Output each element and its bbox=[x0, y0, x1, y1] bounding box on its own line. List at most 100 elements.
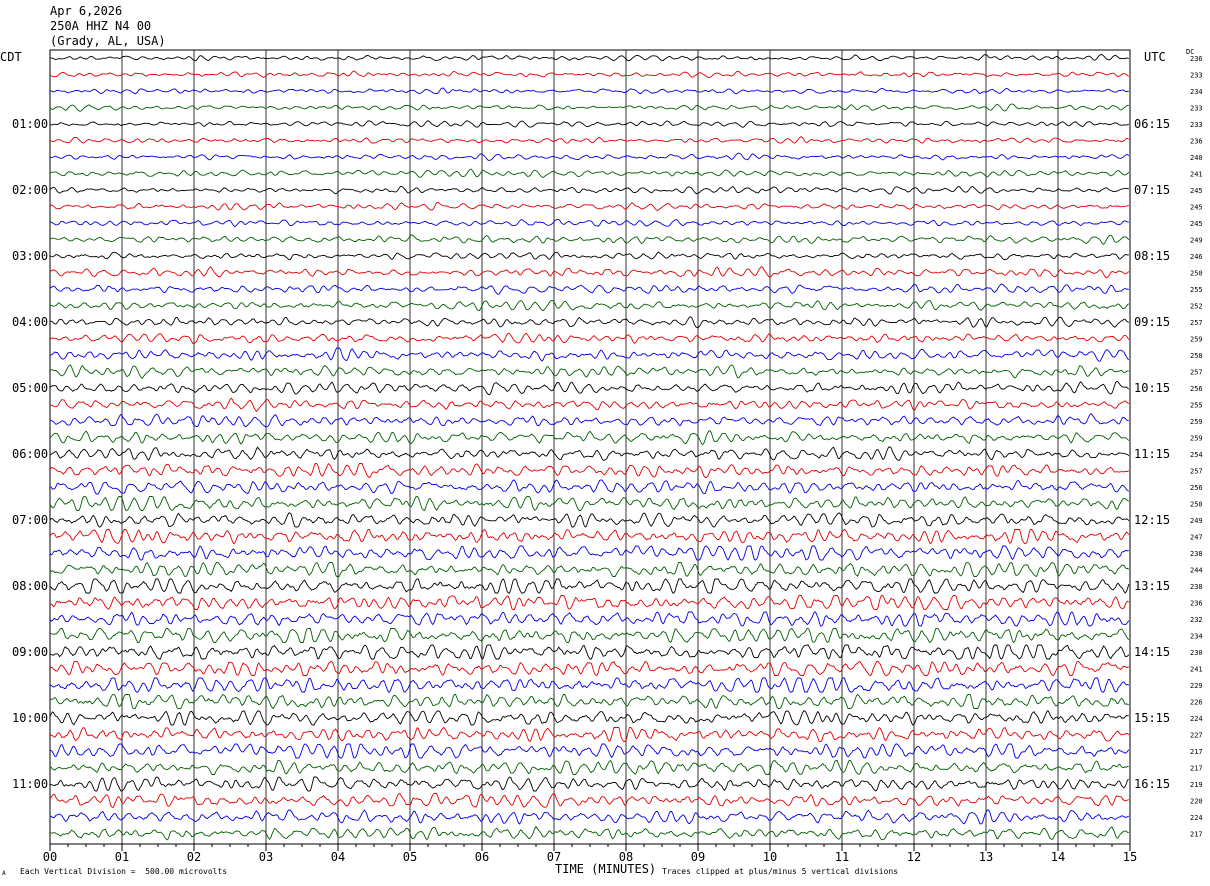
dc-offset-label: 247 bbox=[1190, 534, 1203, 542]
left-hour-label: 02:00 bbox=[12, 183, 48, 197]
right-hour-label: 12:15 bbox=[1134, 513, 1170, 527]
x-tick-label: 06 bbox=[475, 850, 489, 864]
trace-row bbox=[49, 347, 1130, 362]
dc-offset-label: 224 bbox=[1190, 814, 1203, 822]
dc-offset-label: 250 bbox=[1190, 270, 1203, 278]
trace-row bbox=[49, 693, 1129, 710]
plot-date: Apr 6,2026 bbox=[50, 4, 123, 18]
trace-row bbox=[49, 611, 1130, 627]
dc-offset-label: 259 bbox=[1190, 336, 1203, 344]
trace-row bbox=[50, 776, 1130, 792]
dc-offset-label: 219 bbox=[1190, 781, 1203, 789]
dc-offset-label: 236 bbox=[1190, 600, 1203, 608]
left-hour-label: 07:00 bbox=[12, 513, 48, 527]
clip-note: Traces clipped at plus/minus 5 vertical … bbox=[662, 867, 899, 876]
trace-row bbox=[49, 726, 1130, 743]
dc-offset-label: 257 bbox=[1190, 319, 1203, 327]
seismic-traces bbox=[49, 53, 1130, 841]
x-tick-label: 14 bbox=[1051, 850, 1065, 864]
x-tick-label: 04 bbox=[331, 850, 345, 864]
dc-offset-label: 220 bbox=[1190, 798, 1203, 806]
x-tick-label: 00 bbox=[43, 850, 57, 864]
right-hour-label: 10:15 bbox=[1134, 381, 1170, 395]
trace-row bbox=[49, 677, 1130, 693]
trace-row bbox=[49, 528, 1130, 545]
trace-row bbox=[49, 561, 1130, 578]
trace-row bbox=[49, 578, 1130, 594]
x-tick-label: 12 bbox=[907, 850, 921, 864]
dc-offset-label: 233 bbox=[1190, 105, 1203, 113]
scale-note: Each Vertical Division = 500.00 microvol… bbox=[20, 867, 228, 876]
trace-row bbox=[49, 70, 1130, 78]
right-hour-label: 16:15 bbox=[1134, 777, 1170, 791]
dc-offset-header: DC bbox=[1186, 48, 1195, 56]
x-tick-label: 08 bbox=[619, 850, 633, 864]
trace-row bbox=[49, 545, 1129, 561]
trace-row bbox=[49, 251, 1129, 261]
right-hour-label: 08:15 bbox=[1134, 249, 1170, 263]
left-hour-label: 06:00 bbox=[12, 447, 48, 461]
trace-row bbox=[49, 300, 1130, 312]
x-tick-label: 09 bbox=[691, 850, 705, 864]
dc-offset-label: 254 bbox=[1190, 451, 1203, 459]
left-hour-label: 11:00 bbox=[12, 777, 48, 791]
left-hour-label: 09:00 bbox=[12, 645, 48, 659]
dc-offset-label: 241 bbox=[1190, 666, 1203, 674]
x-tick-label: 02 bbox=[187, 850, 201, 864]
dc-offset-label: 259 bbox=[1190, 435, 1203, 443]
right-timezone-label: UTC bbox=[1144, 50, 1166, 64]
trace-row bbox=[49, 496, 1130, 512]
right-hour-label: 11:15 bbox=[1134, 447, 1170, 461]
x-tick-label: 13 bbox=[979, 850, 993, 864]
dc-offset-label: 229 bbox=[1190, 682, 1203, 690]
trace-row bbox=[49, 627, 1130, 644]
left-hour-label: 03:00 bbox=[12, 249, 48, 263]
dc-offset-label: 217 bbox=[1190, 831, 1203, 839]
trace-row bbox=[49, 512, 1130, 528]
dc-offset-label: 258 bbox=[1190, 352, 1203, 360]
trace-row bbox=[49, 234, 1130, 245]
trace-row bbox=[49, 185, 1130, 195]
dc-offset-label: 230 bbox=[1190, 649, 1203, 657]
trace-row bbox=[49, 397, 1130, 413]
trace-row bbox=[49, 759, 1129, 776]
dc-offset-label: 246 bbox=[1190, 253, 1203, 261]
trace-row bbox=[49, 479, 1130, 495]
trace-row bbox=[49, 660, 1130, 677]
trace-row bbox=[49, 168, 1130, 179]
trace-row bbox=[49, 644, 1130, 660]
trace-row bbox=[49, 463, 1130, 479]
left-timezone-label: CDT bbox=[0, 50, 22, 64]
dc-offset-label: 245 bbox=[1190, 187, 1203, 195]
dc-offset-label: 236 bbox=[1190, 138, 1203, 146]
dc-offset-label: 257 bbox=[1190, 369, 1203, 377]
x-tick-label: 01 bbox=[115, 850, 129, 864]
dc-offset-label: 252 bbox=[1190, 303, 1203, 311]
trace-row bbox=[49, 103, 1129, 112]
dc-offset-label: 249 bbox=[1190, 517, 1203, 525]
trace-row bbox=[49, 792, 1129, 809]
dc-offset-label: 241 bbox=[1190, 171, 1203, 179]
trace-row bbox=[49, 364, 1129, 379]
x-tick-label: 11 bbox=[835, 850, 849, 864]
trace-row bbox=[49, 136, 1130, 144]
dc-offset-label: 244 bbox=[1190, 567, 1203, 575]
trace-row bbox=[49, 53, 1129, 62]
left-hour-label: 08:00 bbox=[12, 579, 48, 593]
dc-offset-label: 245 bbox=[1190, 204, 1203, 212]
x-tick-label: 07 bbox=[547, 850, 561, 864]
left-hour-label: 01:00 bbox=[12, 117, 48, 131]
dc-offset-label: 234 bbox=[1190, 88, 1203, 96]
dc-offset-label: 224 bbox=[1190, 715, 1203, 723]
x-axis-title: TIME (MINUTES) bbox=[555, 862, 657, 876]
trace-row bbox=[50, 152, 1130, 161]
dc-offset-label: 238 bbox=[1190, 583, 1203, 591]
right-hour-label: 14:15 bbox=[1134, 645, 1170, 659]
trace-row bbox=[49, 595, 1130, 610]
trace-row bbox=[50, 825, 1129, 841]
dc-offset-label: 227 bbox=[1190, 732, 1203, 740]
x-tick-label: 05 bbox=[403, 850, 417, 864]
plot-frame bbox=[49, 49, 1131, 845]
left-hour-label: 05:00 bbox=[12, 381, 48, 395]
